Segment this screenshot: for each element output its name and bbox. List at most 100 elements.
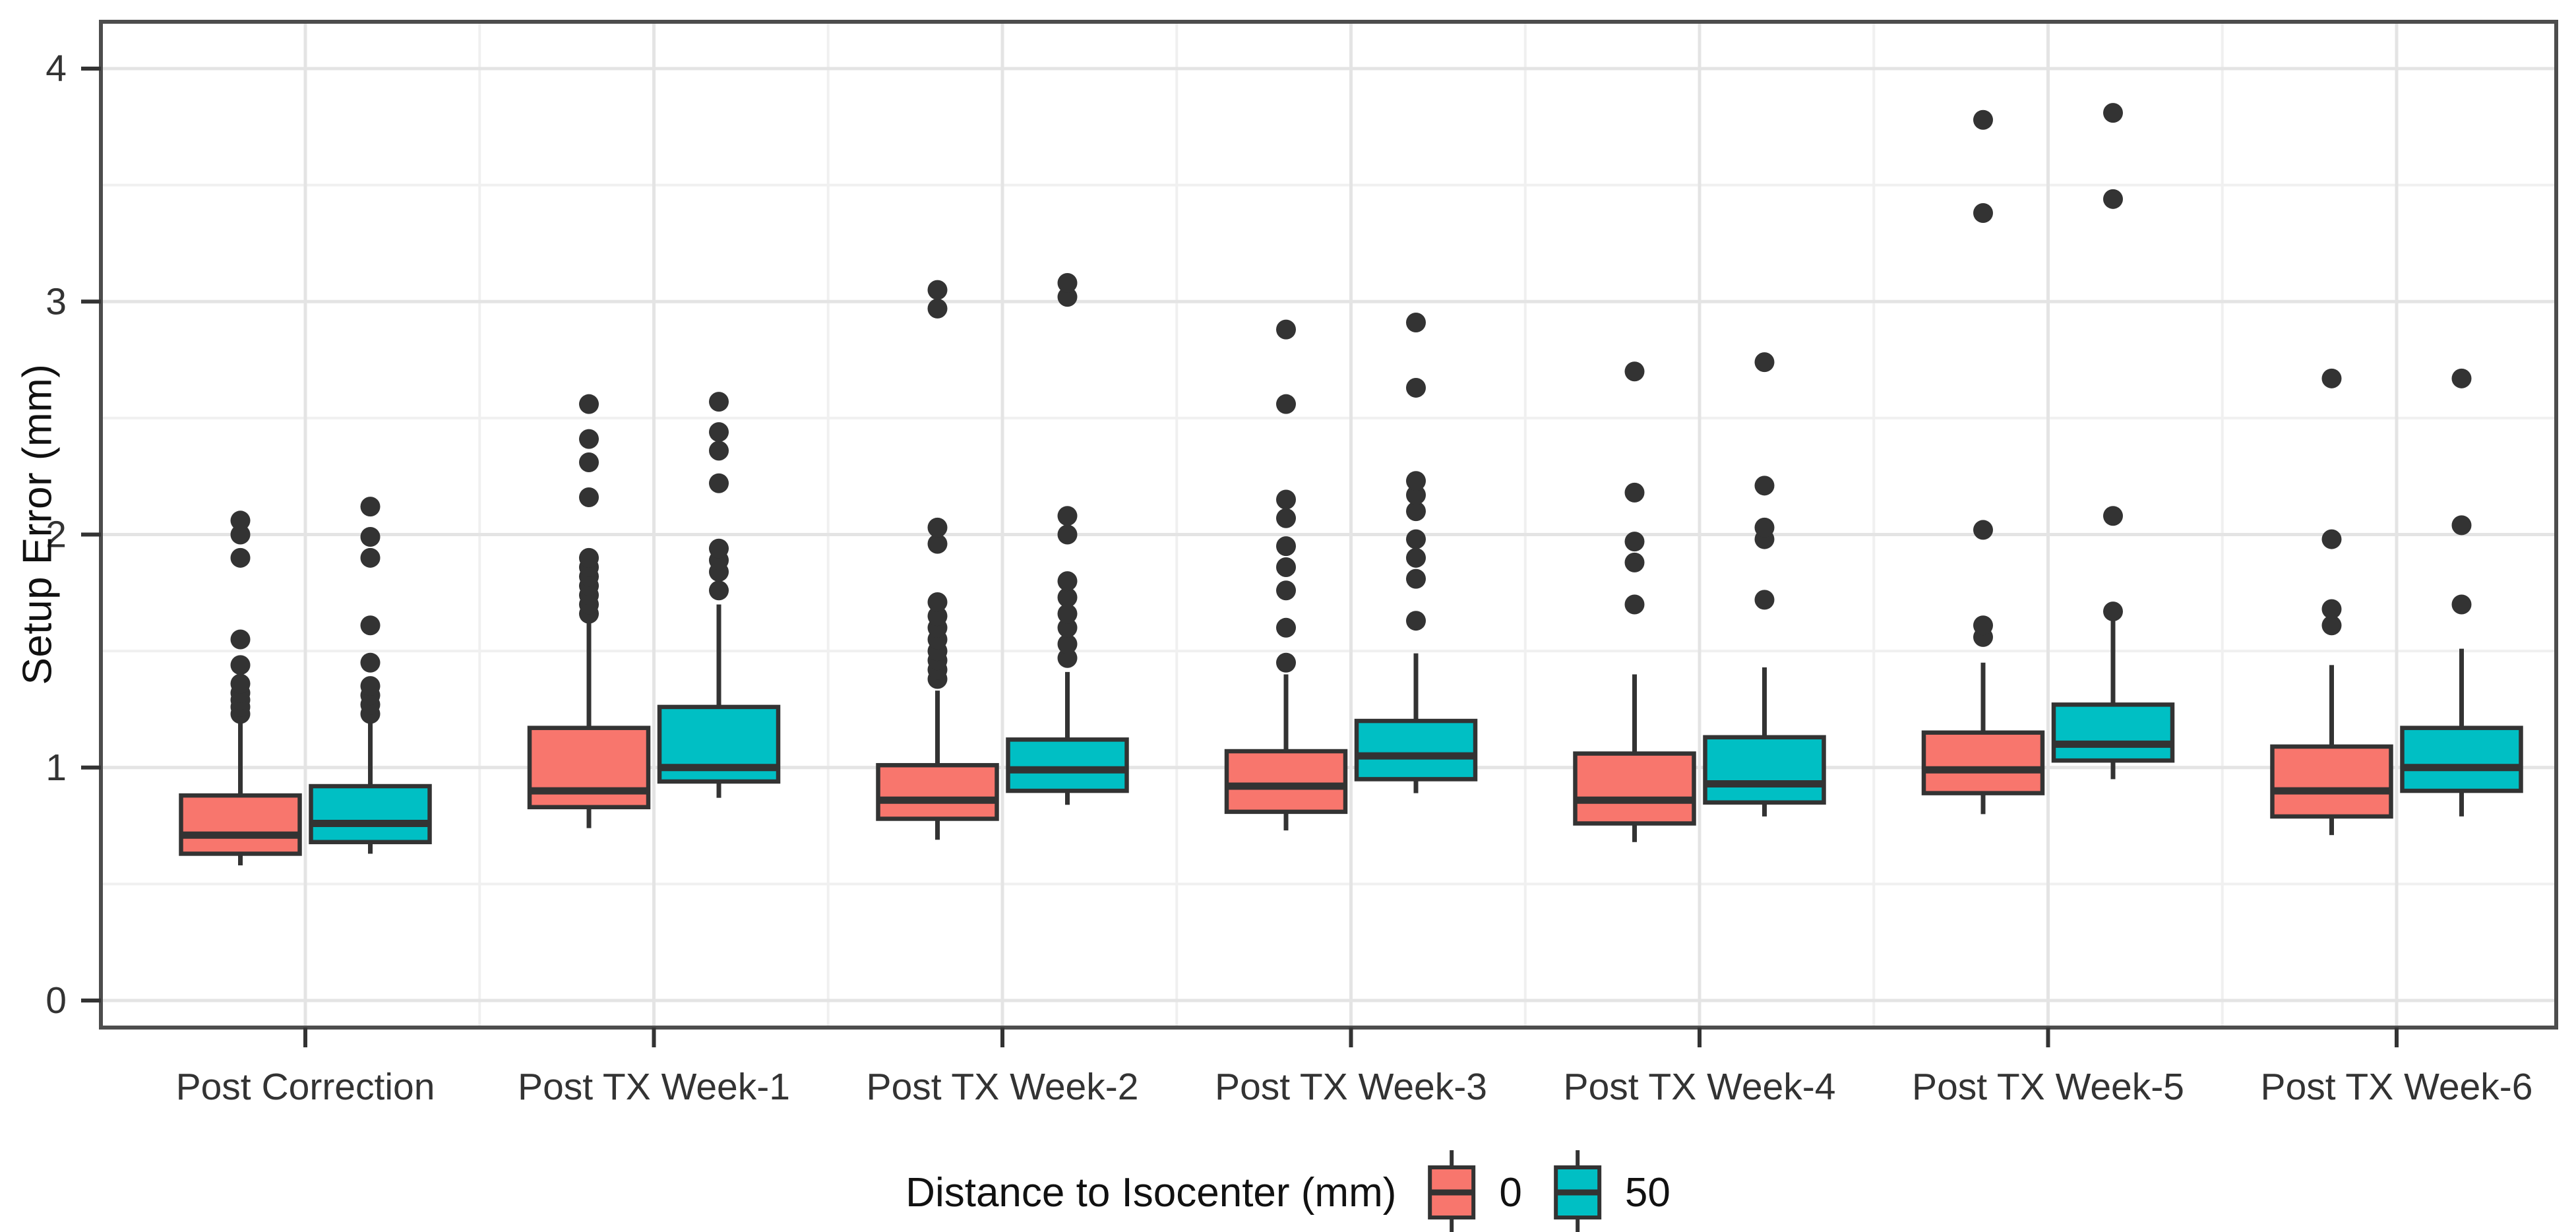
outlier-dot-group-0 — [1276, 394, 1296, 414]
outlier-dot-group-0 — [927, 592, 948, 612]
outlier-dot-group-0 — [230, 547, 251, 568]
box-group-0-cat-6 — [2270, 744, 2393, 819]
outlier-dot-group-0 — [1624, 532, 1645, 552]
y-tick-label: 0 — [46, 979, 67, 1022]
outlier-dot-group-0 — [1276, 489, 1296, 510]
outlier-dot-group-50 — [1406, 501, 1426, 522]
plot-panel — [101, 22, 2556, 1028]
box-group-50-cat-2 — [1006, 737, 1129, 793]
outlier-dot-group-50 — [1057, 506, 1078, 526]
outlier-dot-group-0 — [1973, 109, 1993, 130]
outlier-dot-group-0 — [1276, 652, 1296, 673]
outlier-dot-group-50 — [1406, 547, 1426, 568]
outlier-dot-group-0 — [1624, 594, 1645, 615]
outlier-dot-group-50 — [1406, 529, 1426, 549]
outlier-dot-group-50 — [709, 580, 729, 601]
outlier-dot-group-50 — [1057, 272, 1078, 293]
outlier-dot-group-50 — [1057, 603, 1078, 624]
outlier-dot-group-50 — [2103, 189, 2123, 209]
outlier-dot-group-50 — [709, 392, 729, 412]
outlier-dot-group-50 — [1057, 287, 1078, 307]
box-group-50-cat-3 — [1354, 718, 1478, 782]
outlier-dot-group-50 — [2451, 515, 2472, 536]
outlier-dot-group-0 — [230, 673, 251, 694]
outlier-dot-group-50 — [1754, 476, 1775, 496]
legend: Distance to Isocenter (mm) 0 50 — [905, 1149, 1671, 1232]
outlier-dot-group-0 — [579, 394, 599, 414]
outlier-dot-group-0 — [1624, 361, 1645, 382]
outlier-dot-group-0 — [2321, 368, 2342, 388]
outlier-dot-group-0 — [230, 629, 251, 650]
outlier-dot-group-50 — [1406, 377, 1426, 398]
x-tick-label: Post TX Week-1 — [518, 1066, 790, 1108]
outlier-dot-group-0 — [579, 429, 599, 449]
outlier-dot-group-50 — [360, 547, 381, 568]
x-tick-label: Post TX Week-6 — [2261, 1066, 2533, 1108]
outlier-dot-group-0 — [1276, 536, 1296, 557]
outlier-dot-group-50 — [1057, 617, 1078, 638]
outlier-dot-group-0 — [1276, 557, 1296, 577]
x-tick-label: Post Correction — [176, 1066, 435, 1108]
outlier-dot-group-0 — [1973, 520, 1993, 540]
outlier-dot-group-0 — [2321, 615, 2342, 636]
y-tick-label: 4 — [46, 47, 67, 90]
outlier-dot-group-50 — [2451, 368, 2472, 388]
y-tick-label: 2 — [46, 514, 67, 556]
outlier-dot-group-50 — [1057, 634, 1078, 654]
outlier-dot-group-50 — [2451, 594, 2472, 615]
box-group-0-cat-5 — [1921, 730, 2045, 795]
outlier-dot-group-50 — [2103, 506, 2123, 526]
outlier-dot-group-50 — [1057, 648, 1078, 668]
outlier-dot-group-0 — [1973, 203, 1993, 224]
outlier-dot-group-50 — [1754, 352, 1775, 373]
box-group-0-cat-2 — [876, 762, 999, 821]
outlier-dot-group-0 — [927, 517, 948, 538]
boxplot-key-icon — [1553, 1150, 1601, 1232]
outlier-dot-group-0 — [927, 298, 948, 319]
box-group-0-cat-1 — [527, 725, 651, 810]
box-group-50-cat-5 — [2051, 702, 2175, 763]
outlier-dot-group-0 — [927, 606, 948, 627]
outlier-dot-group-50 — [360, 652, 381, 673]
x-tick-label: Post TX Week-2 — [867, 1066, 1139, 1108]
outlier-dot-group-50 — [360, 615, 381, 636]
outlier-dot-group-50 — [2103, 103, 2123, 123]
outlier-dot-group-50 — [709, 473, 729, 493]
y-tick-label: 3 — [46, 280, 67, 323]
outlier-dot-group-0 — [579, 487, 599, 507]
box-group-50-cat-0 — [309, 784, 432, 845]
outlier-dot-group-50 — [2103, 601, 2123, 622]
outlier-dot-group-50 — [1406, 471, 1426, 491]
outlier-dot-group-50 — [1406, 611, 1426, 631]
outlier-dot-group-50 — [360, 497, 381, 517]
outlier-dot-group-0 — [1276, 580, 1296, 601]
box-group-0-cat-4 — [1573, 751, 1696, 826]
legend-title: Distance to Isocenter (mm) — [905, 1169, 1397, 1216]
legend-label-0: 0 — [1499, 1169, 1522, 1216]
outlier-dot-group-50 — [1406, 313, 1426, 333]
outlier-dot-group-50 — [360, 527, 381, 547]
outlier-dot-group-0 — [1624, 482, 1645, 503]
x-tick-label: Post TX Week-4 — [1564, 1066, 1836, 1108]
x-tick-label: Post TX Week-5 — [1912, 1066, 2184, 1108]
box-group-0-cat-0 — [179, 793, 302, 856]
outlier-dot-group-50 — [709, 538, 729, 559]
outlier-dot-group-50 — [1057, 524, 1078, 545]
legend-entry-0: 0 — [1421, 1149, 1522, 1232]
outlier-dot-group-0 — [579, 547, 599, 568]
box-group-0-cat-3 — [1224, 749, 1348, 815]
outlier-dot-group-0 — [1276, 319, 1296, 340]
outlier-dot-group-50 — [1406, 569, 1426, 589]
outlier-dot-group-50 — [709, 441, 729, 461]
outlier-dot-group-0 — [230, 655, 251, 675]
outlier-dot-group-0 — [927, 534, 948, 554]
outlier-dot-group-0 — [1276, 617, 1296, 638]
legend-entry-50: 50 — [1547, 1149, 1671, 1232]
outlier-dot-group-50 — [1057, 587, 1078, 607]
outlier-dot-group-0 — [1624, 552, 1645, 572]
legend-label-50: 50 — [1624, 1169, 1671, 1216]
outlier-dot-group-0 — [579, 452, 599, 472]
outlier-dot-group-0 — [927, 280, 948, 300]
